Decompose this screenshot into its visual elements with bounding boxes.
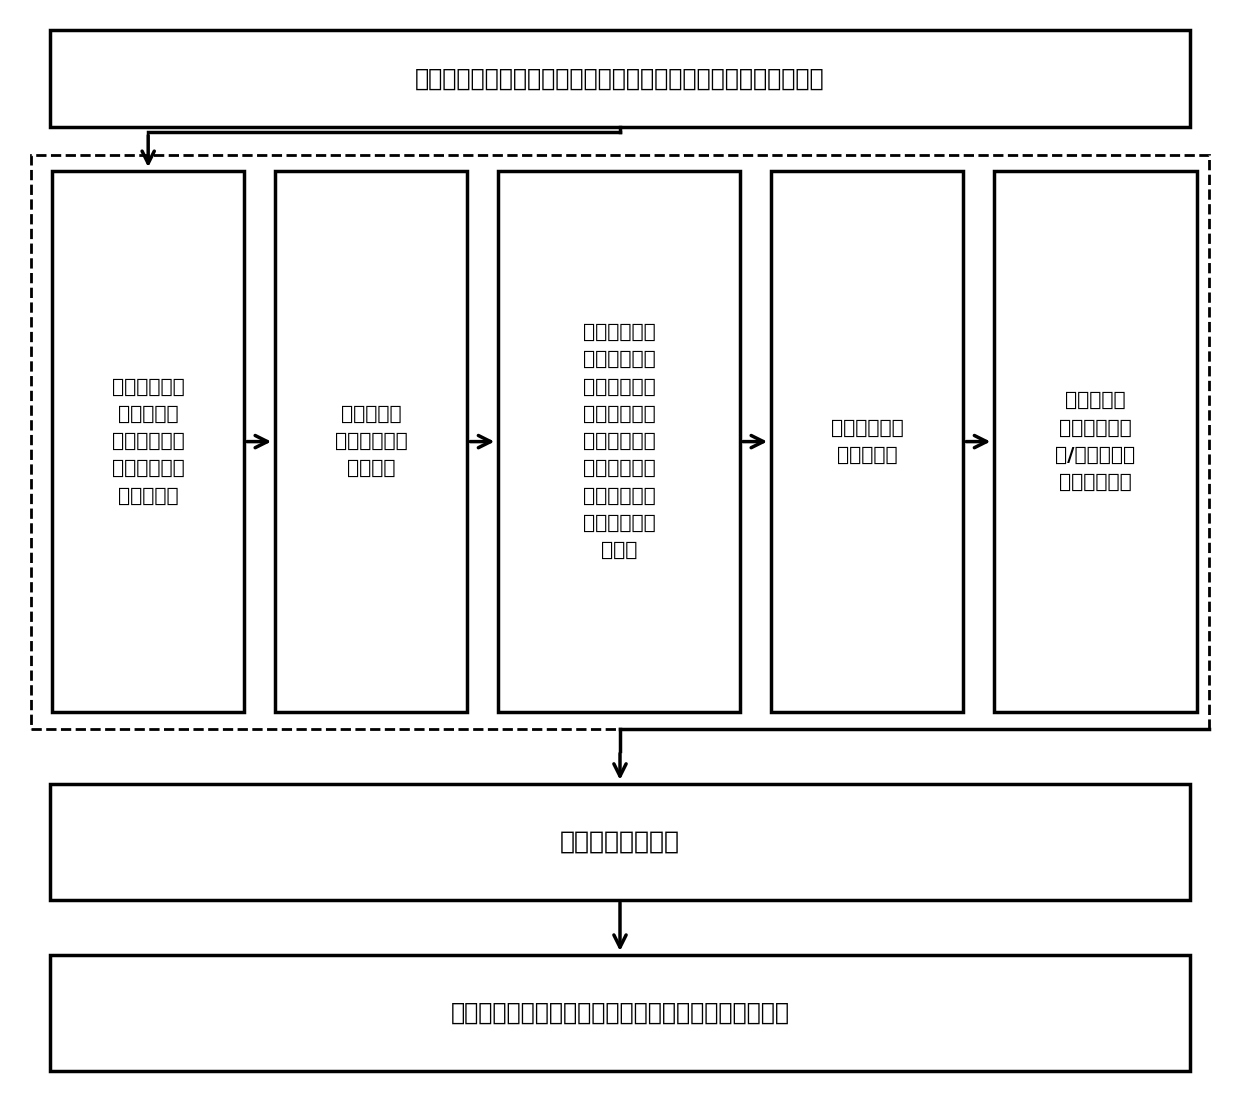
Text: 根据套变段长
度、射孔数量
等信息，确定
施工规模（含
处理炮眼及近
井筒用盐酸、
投暂堵材料后
造缝用胶液用
量）。: 根据套变段长 度、射孔数量 等信息，确定 施工规模（含 处理炮眼及近 井筒用盐酸… xyxy=(583,323,656,560)
Text: 确定套变位置
后，根据地
质、测井等数
据资料，优选
射孔位置。: 确定套变位置 后，根据地 质、测井等数 据资料，优选 射孔位置。 xyxy=(112,378,185,506)
Bar xyxy=(771,171,963,712)
Bar xyxy=(31,155,1209,729)
Bar xyxy=(50,30,1190,127)
Bar xyxy=(275,171,467,712)
Text: 设计压裂施工步骤: 设计压裂施工步骤 xyxy=(560,830,680,853)
Bar xyxy=(50,955,1190,1071)
Bar xyxy=(498,171,740,712)
Bar xyxy=(994,171,1197,712)
Text: 对疑似套变情况做进一步确认，判定是否套变，并确定套变位置。: 对疑似套变情况做进一步确认，判定是否套变，并确定套变位置。 xyxy=(415,66,825,91)
Text: 基于射孔枪
型，优选暂堵
剂/暂堵球组合
方式及用量。: 基于射孔枪 型，优选暂堵 剂/暂堵球组合 方式及用量。 xyxy=(1055,391,1136,492)
Bar xyxy=(50,784,1190,900)
Text: 确定已压裂段
处理方式。: 确定已压裂段 处理方式。 xyxy=(831,418,904,465)
Text: 根据通井情
况，确定射孔
枪类型。: 根据通井情 况，确定射孔 枪类型。 xyxy=(335,405,408,478)
Bar xyxy=(52,171,244,712)
Text: 对加砂压裂施工过程中可能出现异常情况做预案处理。: 对加砂压裂施工过程中可能出现异常情况做预案处理。 xyxy=(450,1001,790,1025)
